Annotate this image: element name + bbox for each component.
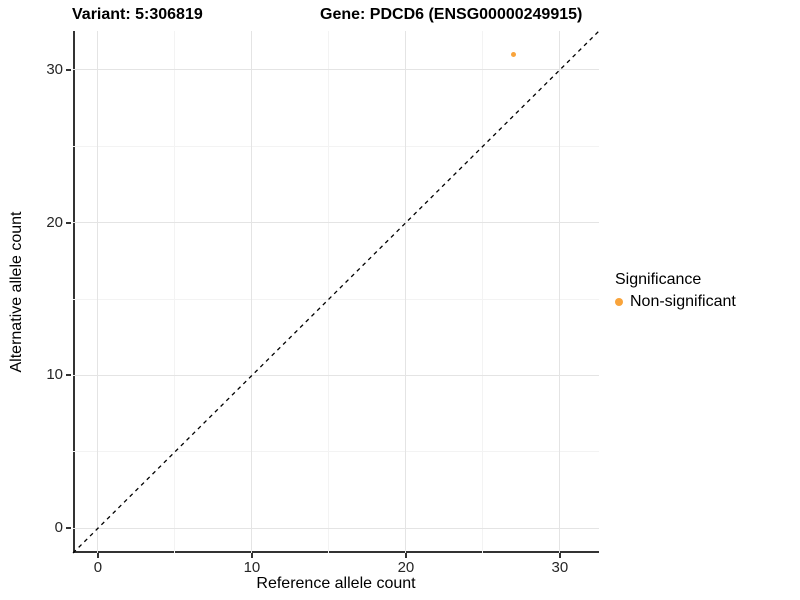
- gridline-major-h: [73, 69, 599, 71]
- y-tick-mark: [66, 221, 71, 224]
- x-tick-mark: [96, 553, 99, 558]
- y-tick-label: 10: [46, 366, 63, 384]
- legend-title: Significance: [615, 271, 702, 288]
- x-tick-mark: [404, 553, 407, 558]
- y-tick-mark: [66, 527, 71, 530]
- gridline-major-v: [97, 31, 99, 553]
- y-axis-title: Alternative allele count: [8, 211, 25, 373]
- x-tick-label: 0: [93, 559, 103, 576]
- x-tick-label: 30: [551, 559, 569, 576]
- gridline-major-h: [73, 374, 599, 376]
- x-tick-mark: [558, 553, 561, 558]
- x-tick-mark: [250, 553, 253, 558]
- y-tick-label: 30: [46, 60, 63, 78]
- y-tick-mark: [66, 68, 71, 71]
- legend-item-non-significant: Non-significant: [615, 293, 736, 311]
- gridline-minor-v: [328, 31, 330, 553]
- gridline-major-h: [73, 527, 599, 529]
- y-tick-mark: [66, 374, 71, 377]
- gridline-minor-h: [73, 145, 599, 147]
- plot-title-variant: Variant: 5:306819: [72, 6, 203, 23]
- legend: Significance Non-significant: [615, 271, 736, 311]
- gridline-major-v: [251, 31, 253, 553]
- legend-item-label: Non-significant: [630, 293, 736, 310]
- gridline-minor-h: [73, 298, 599, 300]
- x-tick-label: 10: [243, 559, 261, 576]
- y-tick-label: 0: [54, 519, 63, 537]
- x-tick-label: 20: [397, 559, 415, 576]
- gridline-minor-h: [73, 451, 599, 453]
- y-tick-label: 20: [46, 213, 63, 231]
- gridline-minor-v: [174, 31, 176, 553]
- gridline-major-v: [405, 31, 407, 553]
- plot-title-gene: Gene: PDCD6 (ENSG00000249915): [320, 6, 583, 23]
- legend-swatch-orange-dot-icon: [615, 298, 623, 306]
- plot-panel: [73, 31, 599, 553]
- x-axis-title: Reference allele count: [256, 575, 416, 592]
- gridline-major-h: [73, 222, 599, 224]
- data-point: [511, 52, 517, 58]
- gridline-major-v: [559, 31, 561, 553]
- gridline-minor-v: [482, 31, 484, 553]
